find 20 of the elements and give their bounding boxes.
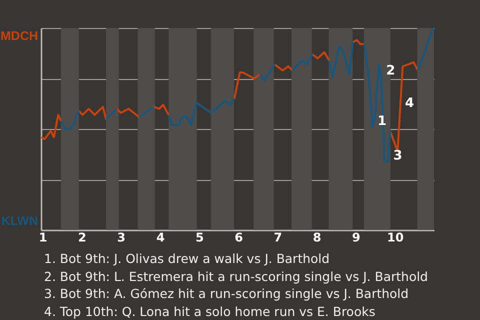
- annotation: 2: [386, 63, 396, 78]
- x-tick-label: 7: [274, 230, 282, 244]
- x-tick-label: 4: [156, 230, 165, 244]
- text: KLWN: [1, 214, 38, 228]
- text: 1. Bot 9th: J. Olivas drew a walk vs J. Barthold: [44, 250, 331, 268]
- annotation: 1: [378, 114, 387, 129]
- x-tick-label: 10: [387, 230, 404, 244]
- x-tick-label: 3: [117, 230, 126, 244]
- annotation: 3: [393, 148, 402, 164]
- text: MDCH: [0, 29, 38, 43]
- x-tick-label: 9: [352, 230, 360, 244]
- x-tick-label: 8: [312, 230, 322, 244]
- x-tick-label: 6: [234, 230, 243, 244]
- annotation: 4: [404, 96, 414, 111]
- text: 4. Top 10th: Q. Lona hit a solo home run vs E. Brooks: [44, 302, 376, 320]
- text: 2. Bot 9th: L. Estremera hit a run-scoring single vs J. Barthold: [44, 268, 428, 285]
- text: 3. Bot 9th: A. Gómez hit a run-scoring single vs J. Barthold: [44, 285, 410, 302]
- x-tick-label: 2: [78, 230, 86, 244]
- x-tick-label: 5: [195, 230, 204, 244]
- x-tick-label: 1: [38, 230, 48, 244]
